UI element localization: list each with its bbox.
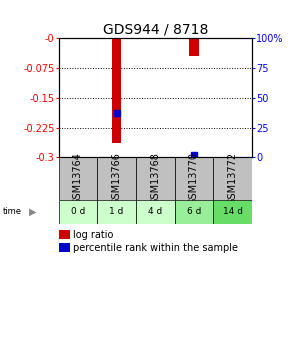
Text: GSM13772: GSM13772 bbox=[228, 152, 238, 205]
Bar bbox=[175, 200, 213, 224]
Bar bbox=[59, 157, 97, 200]
Text: GSM13768: GSM13768 bbox=[150, 152, 160, 205]
Text: GSM13766: GSM13766 bbox=[112, 152, 122, 205]
Bar bbox=[136, 157, 175, 200]
Text: ▶: ▶ bbox=[29, 207, 37, 217]
Text: 6 d: 6 d bbox=[187, 207, 201, 216]
Text: 14 d: 14 d bbox=[223, 207, 243, 216]
Bar bbox=[189, 38, 199, 56]
Bar bbox=[136, 200, 175, 224]
Bar bbox=[112, 38, 121, 144]
Bar bbox=[213, 157, 252, 200]
Text: 1 d: 1 d bbox=[109, 207, 124, 216]
Text: percentile rank within the sample: percentile rank within the sample bbox=[73, 243, 238, 253]
Text: 0 d: 0 d bbox=[71, 207, 85, 216]
Text: time: time bbox=[3, 207, 22, 216]
Bar bbox=[59, 200, 97, 224]
Bar bbox=[97, 200, 136, 224]
Title: GDS944 / 8718: GDS944 / 8718 bbox=[103, 23, 208, 37]
Bar bbox=[97, 157, 136, 200]
Text: log ratio: log ratio bbox=[73, 230, 114, 240]
Text: 4 d: 4 d bbox=[148, 207, 162, 216]
Bar bbox=[213, 200, 252, 224]
Bar bbox=[175, 157, 213, 200]
Text: GSM13770: GSM13770 bbox=[189, 152, 199, 205]
Text: GSM13764: GSM13764 bbox=[73, 152, 83, 205]
